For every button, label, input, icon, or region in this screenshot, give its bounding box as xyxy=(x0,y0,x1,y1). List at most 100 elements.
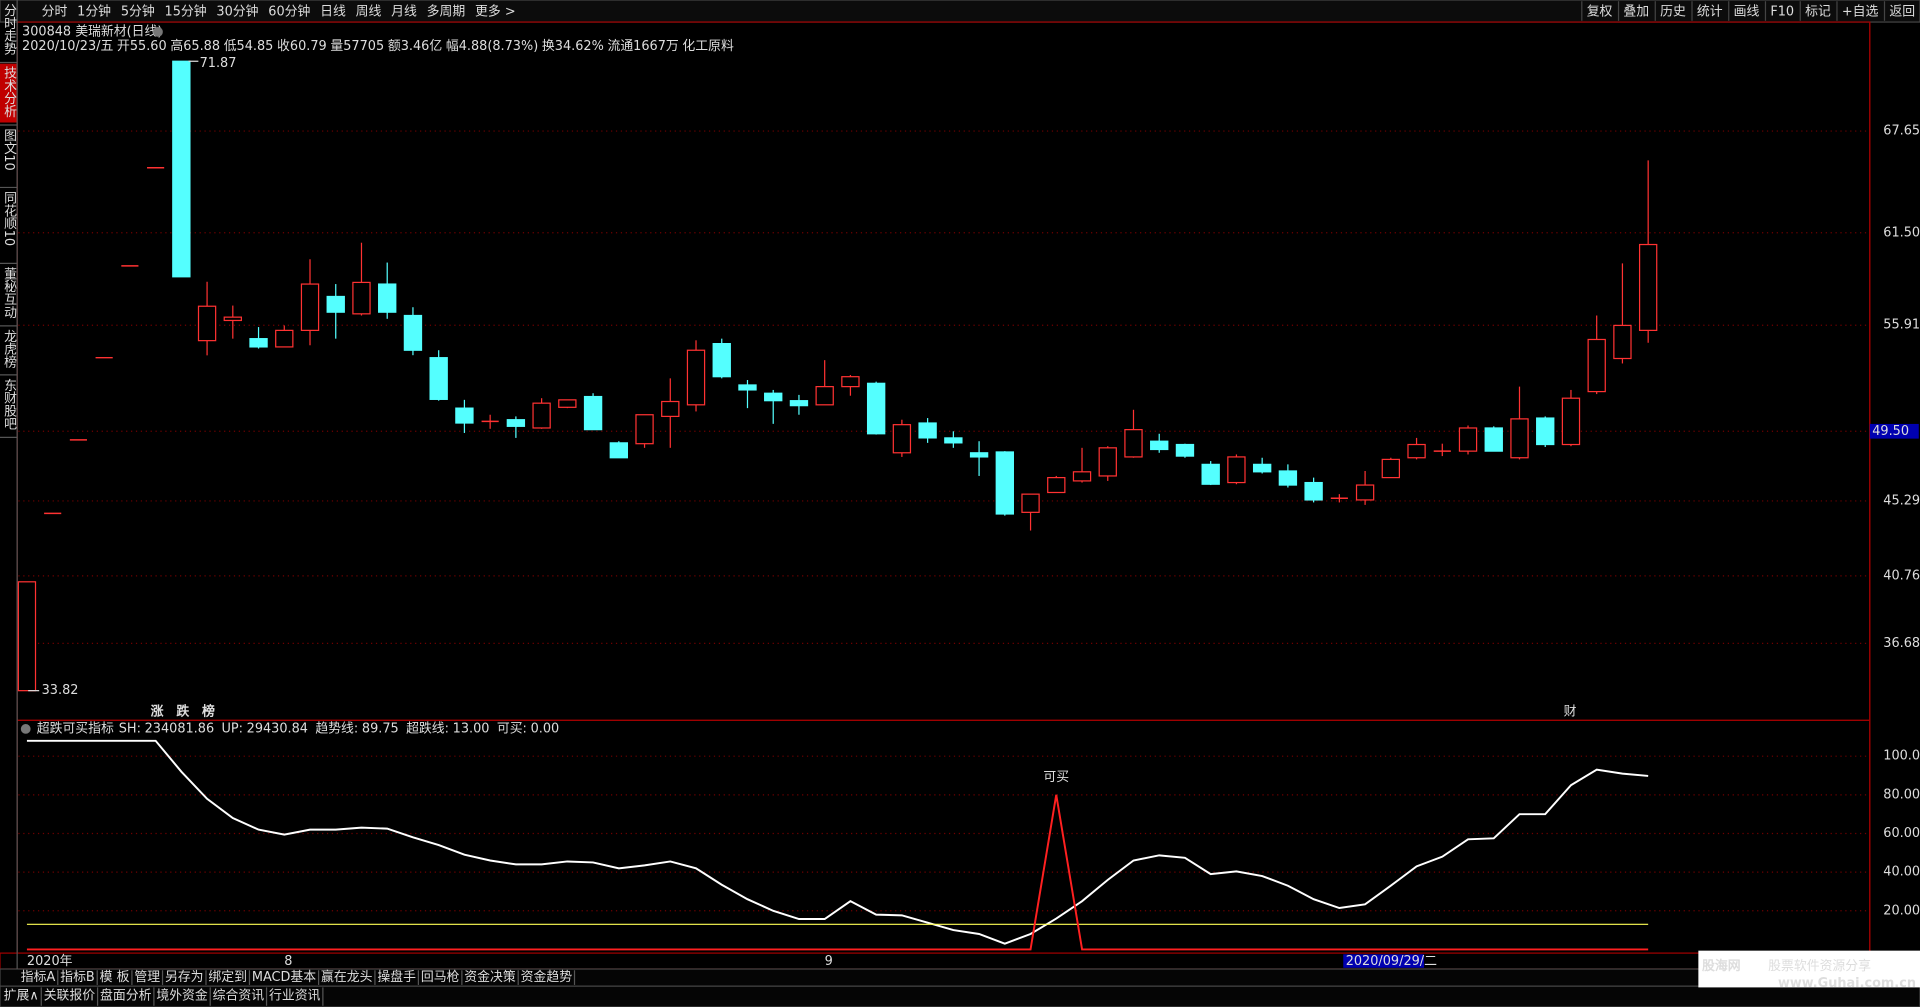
bottom-tab[interactable]: 模 板 xyxy=(100,970,130,985)
candle-body xyxy=(1561,397,1581,446)
candle-body xyxy=(918,422,937,439)
toolbar-item[interactable]: 历史 xyxy=(1660,5,1686,20)
toolbar-item[interactable]: 月线 xyxy=(391,5,417,20)
toolbar-item[interactable]: 叠加 xyxy=(1623,5,1649,20)
candle-body xyxy=(892,424,912,454)
y-tick-label: 67.65 xyxy=(1883,124,1920,139)
y-tick-label: 80.00 xyxy=(1883,787,1920,802)
bottom-tab[interactable]: MACD基本 xyxy=(252,970,316,985)
badge[interactable]: 榜 xyxy=(202,703,215,719)
toolbar-item[interactable]: 周线 xyxy=(356,5,382,20)
candle-body xyxy=(635,414,654,445)
candle-body xyxy=(815,386,834,406)
candle-body xyxy=(378,283,397,313)
bottom-tab[interactable]: 资金趋势 xyxy=(521,969,573,985)
bottom-tab[interactable]: 指标B xyxy=(60,970,95,985)
candle-body xyxy=(352,281,371,315)
bottom-tab[interactable]: 绑定到 xyxy=(208,970,247,985)
candle-body xyxy=(609,442,628,459)
y-tick-label: 20.00 xyxy=(1883,903,1920,918)
side-tab[interactable]: 分时走势 xyxy=(1,4,16,57)
candle-body xyxy=(1407,443,1426,459)
bottom-tab[interactable]: 另存为 xyxy=(165,970,204,985)
readout-name: UP: xyxy=(221,721,242,736)
quote-field: 开55.60 xyxy=(117,39,167,54)
side-tab[interactable]: 同花顺10 xyxy=(1,191,16,246)
dropdown-icon[interactable] xyxy=(153,26,163,37)
watermark-url: www.Guhai.com.cn xyxy=(1778,976,1916,991)
quote-field: 收60.79 xyxy=(277,39,327,54)
bottom-tab[interactable]: 赢在龙头 xyxy=(321,969,373,985)
footer-tab[interactable]: 综合资讯 xyxy=(213,988,265,1003)
toolbar-item[interactable]: 1分钟 xyxy=(77,4,111,20)
y-tick-label: 40.00 xyxy=(1883,865,1920,880)
toolbar-item[interactable]: 画线 xyxy=(1734,5,1760,20)
footer-tab[interactable]: 关联报价 xyxy=(44,988,96,1003)
quote-field: 流通1667万 xyxy=(607,39,678,54)
candle-body xyxy=(506,419,526,427)
candle-body xyxy=(17,581,37,692)
toolbar-item[interactable]: 统计 xyxy=(1697,5,1723,20)
toolbar-item[interactable]: 60分钟 xyxy=(268,4,310,20)
footer-tab[interactable]: 行业资讯 xyxy=(269,988,321,1003)
finance-tag[interactable]: 财 xyxy=(1564,704,1577,719)
side-tab[interactable]: 图文10 xyxy=(1,129,16,171)
readout-name: SH: xyxy=(119,721,141,736)
candle-body xyxy=(866,382,886,435)
side-tab[interactable]: 龙虎榜 xyxy=(1,330,16,369)
series-line xyxy=(26,739,1649,945)
toolbar-item[interactable]: 更多 > xyxy=(475,5,516,20)
side-tab-active xyxy=(0,63,18,123)
readout-name: 趋势线: xyxy=(315,720,358,736)
side-tab[interactable]: 技术分析 xyxy=(1,66,16,118)
toolbar-item[interactable]: 返回 xyxy=(1889,5,1915,20)
bottom-tab[interactable]: 指标A xyxy=(21,970,56,985)
candle-body xyxy=(223,316,242,322)
candle-body xyxy=(995,451,1015,515)
candle-body xyxy=(583,395,603,431)
candle-body xyxy=(969,452,989,458)
bottom-tab[interactable]: 操盘手 xyxy=(377,969,416,985)
toolbar-item[interactable]: 标记 xyxy=(1805,5,1831,20)
low-note: 33.82 xyxy=(42,683,79,698)
candle-body xyxy=(1278,470,1298,486)
toolbar-item[interactable]: 15分钟 xyxy=(165,4,207,20)
footer-tab[interactable]: 盘面分析 xyxy=(100,987,152,1003)
bottom-tab[interactable]: 资金决策 xyxy=(464,969,516,985)
toolbar-item[interactable]: F10 xyxy=(1770,5,1794,20)
side-tab[interactable]: 董秘互动 xyxy=(1,267,16,320)
toolbar-item[interactable]: 多周期 xyxy=(427,5,466,20)
toolbar-item[interactable]: 分时 xyxy=(42,5,68,20)
cursor-price-box xyxy=(1869,423,1919,439)
candle-body xyxy=(841,376,860,388)
candle-body xyxy=(249,338,268,348)
y-tick-label: 36.68 xyxy=(1883,636,1920,651)
toolbar-item[interactable]: 复权 xyxy=(1587,4,1613,20)
candle-body xyxy=(532,402,551,429)
indicator-icon[interactable] xyxy=(20,724,31,734)
toolbar-item[interactable]: +自选 xyxy=(1842,5,1879,20)
candle-body xyxy=(197,305,217,342)
candle-body xyxy=(1484,427,1503,452)
indicator-title: 超跌可买指标 xyxy=(37,720,114,736)
bottom-tab[interactable]: 管理 xyxy=(134,970,160,985)
candle-body xyxy=(1355,484,1375,501)
candle-body xyxy=(1252,463,1272,473)
candle-body xyxy=(661,400,680,418)
toolbar-item[interactable]: 日线 xyxy=(320,5,346,20)
candle-body xyxy=(1613,324,1632,360)
y-tick-label: 55.91 xyxy=(1883,318,1920,333)
toolbar-item[interactable]: 30分钟 xyxy=(216,4,258,20)
readout-value: 89.75 xyxy=(362,721,399,736)
side-tab[interactable]: 东财股吧 xyxy=(1,379,16,431)
badge[interactable]: 跌 xyxy=(176,703,189,719)
footer-tab[interactable]: 扩展∧ xyxy=(4,988,39,1003)
candle-body xyxy=(1458,427,1478,452)
badge[interactable]: 涨 xyxy=(151,704,164,719)
candle-body xyxy=(1536,417,1555,446)
toolbar-item[interactable]: 5分钟 xyxy=(121,4,155,20)
footer-tab[interactable]: 境外资金 xyxy=(156,987,208,1003)
bottom-tab[interactable]: 回马枪 xyxy=(421,969,460,985)
